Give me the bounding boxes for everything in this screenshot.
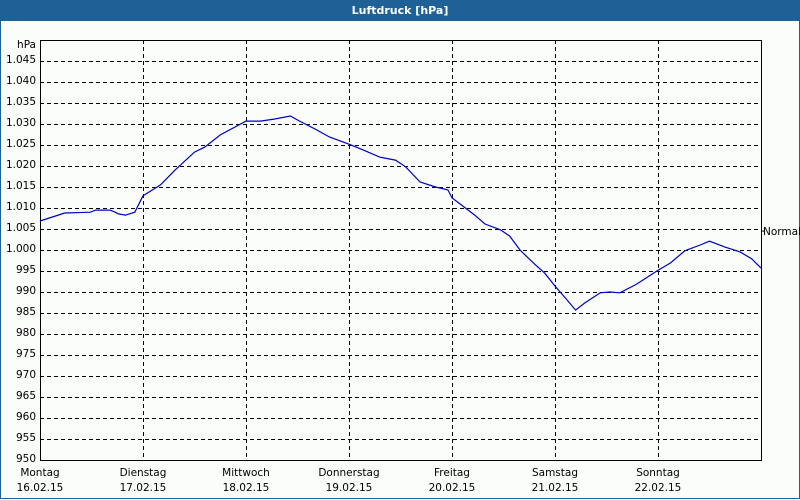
- y-tick-label: 1.040: [5, 75, 36, 87]
- y-tick-label: 970: [15, 369, 36, 381]
- x-tick-label: Montag 16.02.15: [0, 466, 85, 496]
- y-tick-label: 985: [15, 306, 36, 318]
- day-name: Dienstag: [119, 467, 167, 479]
- date: 21.02.15: [531, 482, 579, 494]
- y-tick-label: 1.005: [5, 222, 36, 234]
- date: 20.02.15: [428, 482, 476, 494]
- date: 18.02.15: [222, 482, 270, 494]
- y-tick-label: 980: [15, 327, 36, 339]
- y-tick-label: 975: [15, 348, 36, 360]
- y-tick-label: 1.030: [5, 117, 36, 129]
- y-tick-label: 1.010: [5, 201, 36, 213]
- y-tick-label: 990: [15, 285, 36, 297]
- day-name: Donnerstag: [318, 467, 380, 479]
- x-tick-label: Donnerstag 19.02.15: [304, 466, 394, 496]
- x-tick-label: Sonntag 22.02.15: [613, 466, 703, 496]
- x-tick-label: Samstag 21.02.15: [510, 466, 600, 496]
- y-tick-label: 960: [15, 411, 36, 423]
- normal-reference-label: Normal: [763, 226, 800, 238]
- day-name: Sonntag: [636, 467, 680, 479]
- y-tick-label: 1.020: [5, 159, 36, 171]
- x-tick-label: Freitag 20.02.15: [407, 466, 497, 496]
- plot-border: [40, 40, 762, 461]
- day-name: Mittwoch: [222, 467, 270, 479]
- y-tick-label: 950: [15, 453, 36, 465]
- date: 22.02.15: [634, 482, 682, 494]
- x-tick-label: Dienstag 17.02.15: [98, 466, 188, 496]
- pressure-line: [39, 115, 762, 311]
- y-tick-label: 1.045: [5, 54, 36, 66]
- y-axis-unit: hPa: [17, 39, 36, 51]
- date: 16.02.15: [16, 482, 64, 494]
- x-tick-label: Mittwoch 18.02.15: [201, 466, 291, 496]
- y-tick-label: 955: [15, 432, 36, 444]
- date: 19.02.15: [325, 482, 373, 494]
- day-name: Montag: [20, 467, 60, 479]
- y-tick-label: 1.015: [5, 180, 36, 192]
- chart-title: Luftdruck [hPa]: [0, 0, 800, 21]
- y-tick-label: 995: [15, 264, 36, 276]
- day-name: Freitag: [434, 467, 470, 479]
- y-tick-label: 1.035: [5, 96, 36, 108]
- y-tick-label: 1.025: [5, 138, 36, 150]
- y-tick-label: 1.000: [5, 243, 36, 255]
- day-name: Samstag: [531, 467, 578, 479]
- y-tick-label: 965: [15, 390, 36, 402]
- date: 17.02.15: [119, 482, 167, 494]
